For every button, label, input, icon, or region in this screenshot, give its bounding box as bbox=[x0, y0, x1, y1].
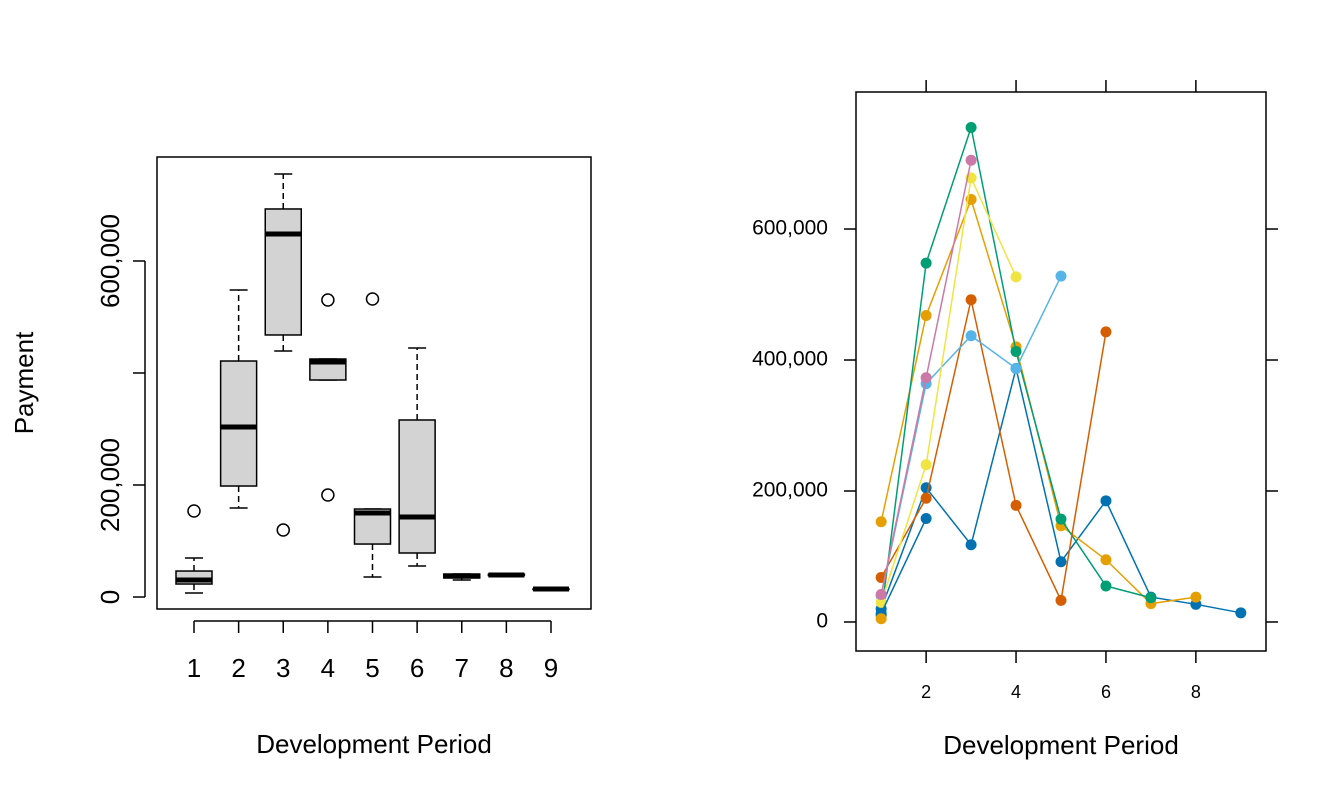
series-point bbox=[920, 309, 932, 321]
series-point bbox=[965, 294, 977, 306]
series-point bbox=[1010, 499, 1022, 511]
plot-frame bbox=[855, 91, 1267, 652]
series-line bbox=[880, 518, 927, 614]
series-point bbox=[1055, 556, 1067, 568]
x-axis-title: Development Period bbox=[256, 729, 492, 759]
series-point bbox=[1010, 271, 1022, 283]
y-tick-label: 200,000 bbox=[95, 438, 125, 532]
series-point bbox=[1100, 326, 1112, 338]
series-point bbox=[1010, 345, 1022, 357]
series-point bbox=[1190, 591, 1202, 603]
y-tick-label: 200,000 bbox=[752, 479, 828, 502]
x-tick-label: 6 bbox=[410, 653, 424, 683]
x-tick-label: 4 bbox=[321, 653, 335, 683]
outlier bbox=[187, 504, 201, 518]
outlier bbox=[321, 293, 335, 307]
series-point bbox=[920, 372, 932, 384]
series-point bbox=[965, 330, 977, 342]
x-tick-label: 2 bbox=[231, 653, 245, 683]
series-point bbox=[1100, 554, 1112, 566]
y-axis-title: Payment bbox=[9, 331, 39, 434]
x-axis-title: Development Period bbox=[943, 730, 1179, 760]
series-point bbox=[920, 257, 932, 269]
x-tick-label: 6 bbox=[1101, 682, 1111, 702]
x-tick-label: 3 bbox=[276, 653, 290, 683]
series-point bbox=[965, 121, 977, 133]
series-point bbox=[875, 596, 887, 608]
x-tick-label: 9 bbox=[544, 653, 558, 683]
box bbox=[219, 360, 258, 487]
x-tick-label: 1 bbox=[187, 653, 201, 683]
series-point bbox=[1100, 580, 1112, 592]
series-point bbox=[1100, 495, 1112, 507]
series-line bbox=[880, 175, 1017, 603]
x-tick-label: 8 bbox=[1191, 682, 1201, 702]
series-point bbox=[875, 516, 887, 528]
x-tick-label: 4 bbox=[1011, 682, 1021, 702]
x-tick-label: 5 bbox=[365, 653, 379, 683]
x-tick-label: 7 bbox=[455, 653, 469, 683]
series-point bbox=[1055, 270, 1067, 282]
series-line bbox=[880, 299, 1107, 603]
series-point bbox=[920, 459, 932, 471]
box bbox=[398, 419, 436, 554]
series-point bbox=[1055, 594, 1067, 606]
series-point bbox=[920, 492, 932, 504]
box bbox=[264, 208, 302, 336]
series-point bbox=[1235, 607, 1247, 619]
series-point bbox=[1055, 513, 1067, 525]
series-point bbox=[1145, 592, 1157, 604]
x-tick-label: 2 bbox=[921, 682, 931, 702]
y-tick-label: 400,000 bbox=[752, 348, 828, 371]
series-point bbox=[1010, 363, 1022, 375]
outlier bbox=[276, 523, 290, 537]
outlier bbox=[365, 292, 380, 306]
y-tick-label: 600,000 bbox=[752, 217, 828, 240]
series-point bbox=[965, 154, 977, 166]
series-point bbox=[965, 539, 977, 551]
outlier bbox=[321, 488, 335, 502]
x-tick-label: 8 bbox=[499, 653, 513, 683]
y-tick-label: 0 bbox=[95, 590, 125, 604]
series-point bbox=[875, 588, 887, 600]
series-point bbox=[920, 513, 932, 525]
y-tick-label: 0 bbox=[816, 610, 828, 633]
y-tick-label: 600,000 bbox=[95, 214, 125, 308]
series-point bbox=[875, 613, 887, 625]
plot-frame bbox=[156, 156, 592, 610]
